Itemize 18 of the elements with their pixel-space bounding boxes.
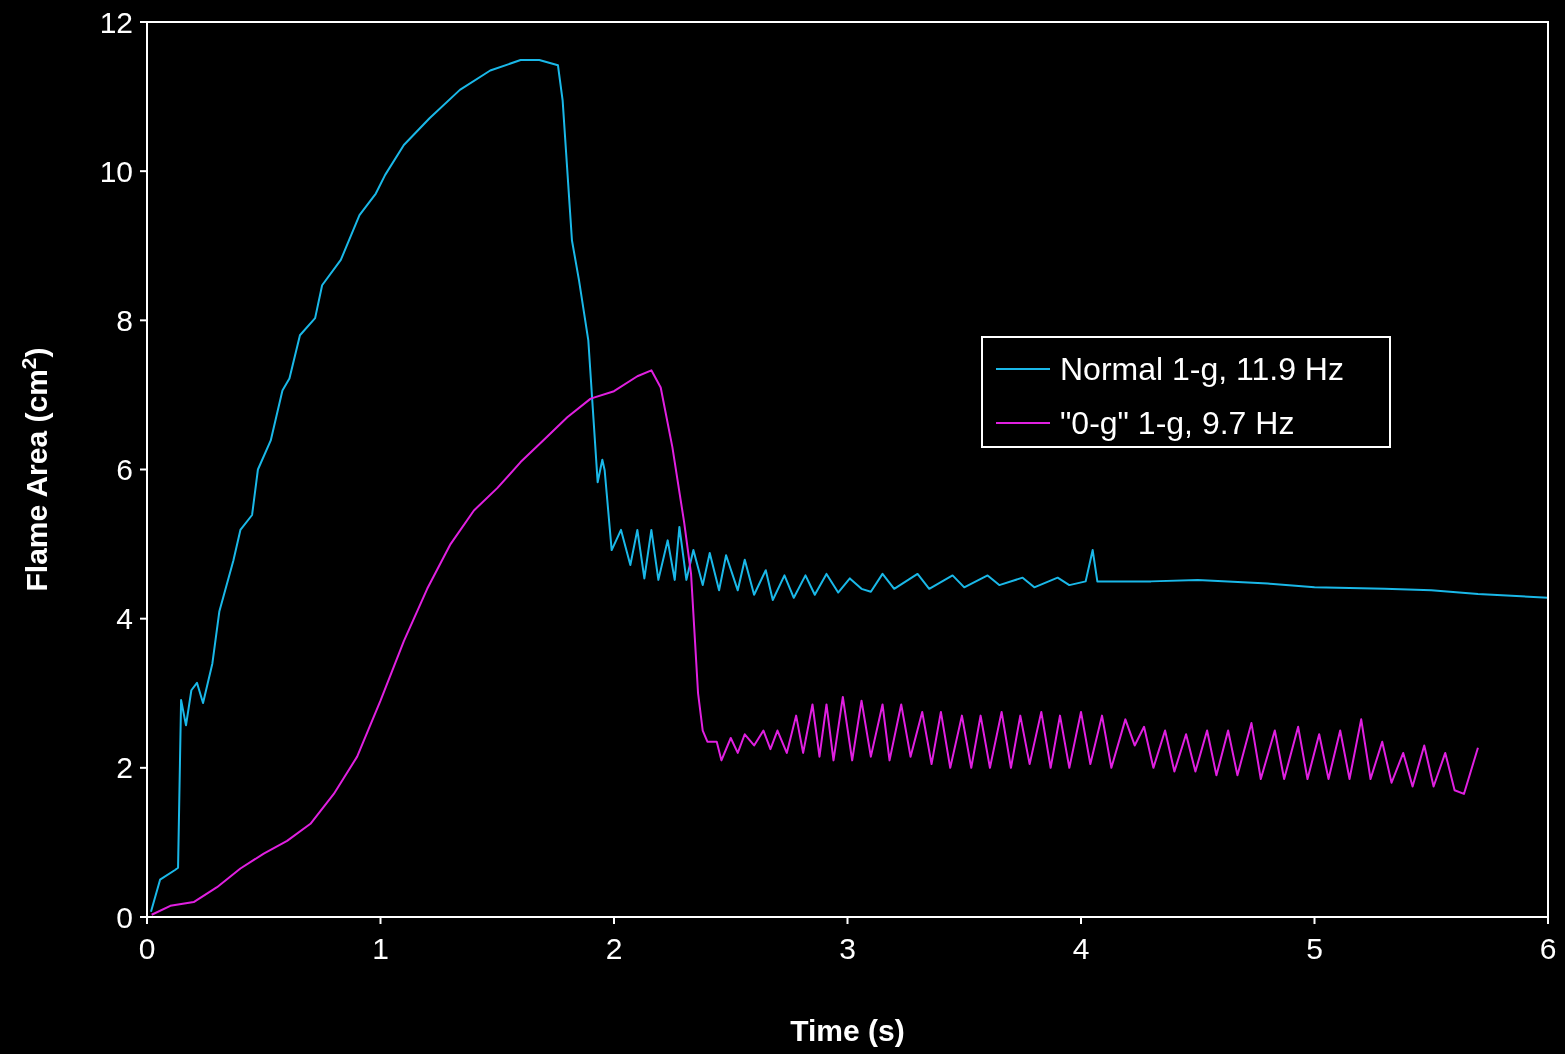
x-tick-label: 2: [605, 932, 623, 965]
legend-label: "0-g" 1-g, 9.7 Hz: [1060, 405, 1295, 442]
x-tick-label: 5: [1306, 932, 1323, 965]
y-tick-label: 10: [99, 154, 133, 188]
x-tick-label: 1: [372, 932, 389, 965]
x-tick-label: 6: [1539, 932, 1557, 965]
y-tick-label: 8: [116, 303, 133, 337]
y-tick-label: 4: [116, 602, 133, 636]
y-tick-label: 2: [116, 751, 133, 785]
legend-label: Normal 1-g, 11.9 Hz: [1060, 351, 1344, 388]
x-tick-label: 0: [138, 932, 156, 965]
y-tick-label: 12: [99, 5, 133, 39]
x-tick-label: 3: [839, 932, 856, 965]
y-tick-label: 0: [116, 900, 133, 934]
line-series: [149, 59, 1549, 913]
x-tick-label: 4: [1072, 932, 1090, 965]
y-tick-label: 6: [116, 453, 133, 486]
x-axis-title: Time (s): [790, 1014, 905, 1047]
